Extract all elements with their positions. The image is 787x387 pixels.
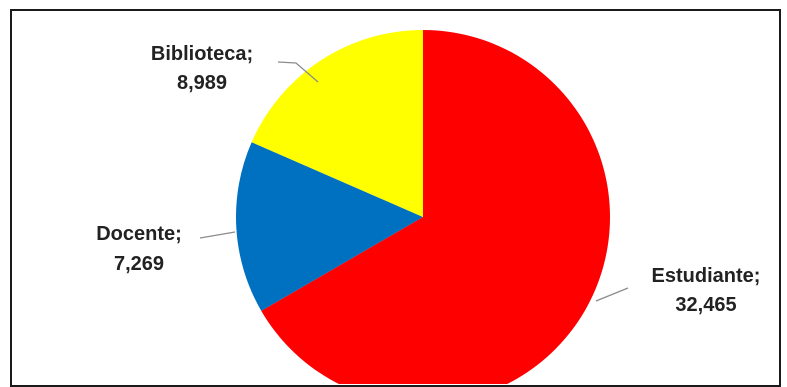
pie-slice-estudiante	[261, 30, 610, 384]
pie-slice-biblioteca	[251, 30, 423, 217]
leader-lines	[199, 61, 629, 302]
label-estudiante-name: Estudiante;	[652, 265, 761, 287]
pie-slice-docente	[236, 142, 423, 311]
leader-line-docente	[199, 231, 236, 239]
label-estudiante-value: 32,465	[675, 294, 736, 316]
leader-line-estudiante	[595, 287, 629, 302]
pie-slices	[236, 30, 610, 384]
leader-line-biblioteca	[277, 61, 319, 83]
label-biblioteca-name: Biblioteca;	[151, 43, 253, 65]
label-docente-value: 7,269	[114, 253, 164, 275]
label-docente-name: Docente;	[96, 223, 182, 245]
label-biblioteca-value: 8,989	[177, 72, 227, 94]
